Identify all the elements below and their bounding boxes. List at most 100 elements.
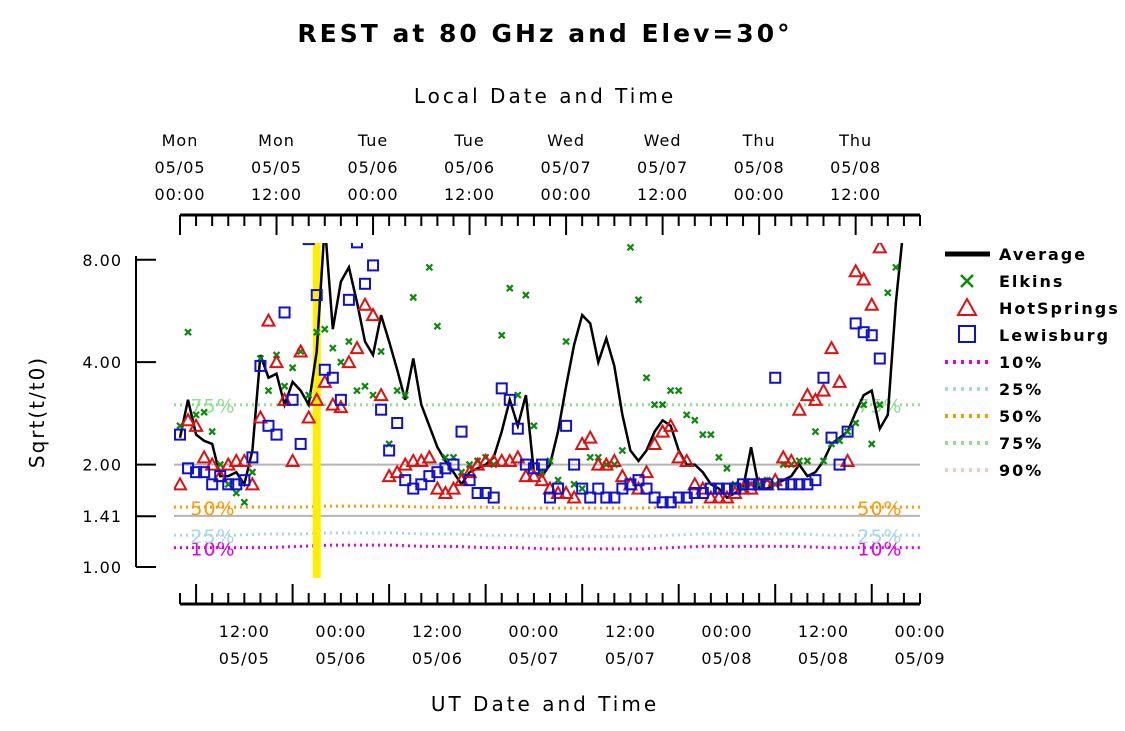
percentile-label-right-10: 10% [857,539,902,561]
percentile-label-left-10: 10% [190,539,235,561]
bottom-tick-date-0: 05/05 [219,649,270,668]
top-tick-day-5: Wed [644,131,682,150]
point-elkins-50 [578,484,586,493]
top-tick-day-2: Tue [357,131,388,150]
point-lewisburg-84 [849,317,862,330]
bottom-tick-time-3: 00:00 [508,622,559,641]
point-hotsprings-43 [518,468,534,483]
point-elkins-44 [530,422,538,430]
point-lewisburg-71 [745,478,758,491]
top-tick-time-7: 12:00 [830,185,881,204]
top-tick-time-4: 00:00 [541,185,592,204]
top-tick-day-6: Thu [742,131,776,150]
point-elkins-80 [819,457,828,465]
percentile-line-10 [174,543,920,551]
point-hotsprings-82 [831,373,848,388]
point-elkins-23 [361,382,369,390]
point-hotsprings-25 [373,387,389,402]
point-lewisburg-64 [688,487,701,500]
point-lewisburg-21 [342,293,355,306]
point-hotsprings-36 [461,464,478,479]
point-lewisburg-8 [238,474,251,487]
point-hotsprings-22 [349,340,365,355]
point-lewisburg-10 [254,359,267,372]
point-lewisburg-81 [825,431,838,444]
point-elkins-77 [795,457,804,465]
point-elkins-49 [570,480,578,489]
point-lewisburg-42 [511,422,524,435]
top-tick-time-2: 00:00 [347,185,398,204]
point-hotsprings-40 [494,452,510,467]
x-axis-label: UT Date and Time [431,692,659,716]
point-lewisburg-35 [455,425,468,438]
point-lewisburg-52 [592,482,605,495]
point-hotsprings-58 [638,464,655,479]
point-elkins-4 [208,427,216,436]
point-elkins-17 [312,328,321,336]
point-elkins-79 [811,427,820,436]
point-lewisburg-9 [246,451,259,464]
point-hotsprings-39 [486,452,502,467]
point-elkins-62 [674,386,683,395]
top-tick-date-1: 05/05 [251,158,302,177]
point-hotsprings-79 [807,391,824,406]
point-hotsprings-78 [799,387,816,402]
point-elkins-6 [224,480,233,489]
point-lewisburg-26 [383,444,396,457]
top-tick-time-0: 00:00 [154,185,205,204]
legend-25-label: 25% [999,380,1043,399]
point-elkins-55 [618,446,627,455]
point-hotsprings-1 [180,412,196,427]
point-lewisburg-66 [704,482,717,495]
point-hotsprings-38 [477,452,494,467]
point-hotsprings-54 [606,452,623,467]
point-hotsprings-14 [284,452,301,467]
point-elkins-18 [321,325,329,333]
point-lewisburg-44 [527,462,540,475]
point-elkins-87 [876,400,884,409]
bottom-tick-time-2: 12:00 [412,622,463,641]
point-hotsprings-9 [244,476,261,491]
percentile-line-25 [174,531,920,538]
point-hotsprings-24 [365,307,381,322]
point-elkins-3 [200,408,208,417]
point-lewisburg-36 [463,474,476,487]
point-lewisburg-16 [302,243,315,246]
point-lewisburg-37 [471,487,484,500]
point-hotsprings-4 [204,456,220,471]
point-lewisburg-67 [712,482,725,495]
point-lewisburg-1 [182,462,195,475]
point-elkins-66 [707,430,715,439]
bottom-tick-date-4: 05/07 [605,649,656,668]
current-time-highlight [312,243,321,578]
point-hotsprings-61 [662,417,679,432]
bottom-tick-time-5: 00:00 [701,622,752,641]
point-elkins-83 [843,427,852,436]
top-tick-date-3: 05/06 [444,158,495,177]
point-lewisburg-14 [286,393,299,406]
legend-hotsprings-swatch [956,296,978,316]
bottom-tick-date-7: 05/09 [894,649,945,668]
point-lewisburg-72 [753,478,766,491]
point-elkins-0 [184,328,192,336]
point-hotsprings-23 [357,296,373,311]
point-elkins-78 [803,457,812,465]
point-lewisburg-45 [535,458,548,471]
point-elkins-21 [345,337,353,346]
series-average-line [178,243,904,500]
point-hotsprings-31 [421,449,438,464]
point-elkins-60 [658,400,667,409]
point-lewisburg-3 [198,466,211,479]
point-lewisburg-2 [190,466,203,479]
point-hotsprings-52 [590,456,606,471]
point-lewisburg-12 [270,428,283,441]
point-lewisburg-51 [584,491,597,504]
point-lewisburg-30 [415,478,428,491]
point-elkins-56 [626,243,635,252]
point-lewisburg-6 [222,478,235,491]
point-elkins-61 [666,386,675,395]
top-tick-date-7: 05/08 [830,158,881,177]
percentile-label-left-75: 75% [190,396,235,418]
point-lewisburg-58 [640,482,653,495]
